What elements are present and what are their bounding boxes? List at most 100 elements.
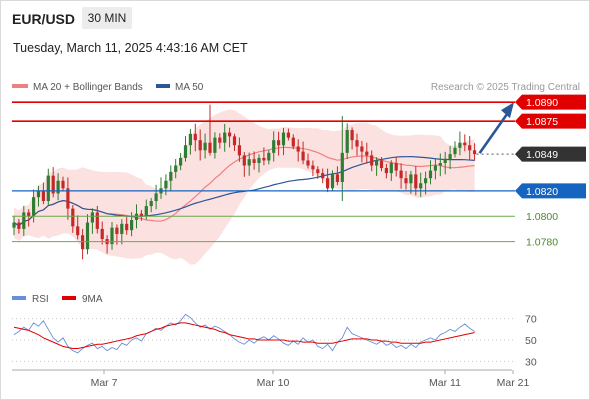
candle: [232, 133, 237, 151]
candle-body: [404, 178, 408, 184]
rsi-line: [13, 313, 475, 354]
resistance-level-label: 1.0890: [526, 97, 558, 109]
candle: [316, 166, 320, 179]
rsi-legend-label: RSI: [32, 294, 49, 305]
candle: [203, 133, 207, 159]
rsi-ma-line: [13, 322, 475, 350]
candle: [379, 157, 384, 172]
candle: [257, 154, 261, 173]
ma20-legend-label: MA 20 + Bollinger Bands: [33, 82, 143, 93]
support-level-label: 1.0780: [526, 237, 558, 249]
candle: [198, 129, 202, 161]
candle: [12, 215, 16, 236]
candle: [296, 139, 300, 162]
rsi-ma-legend-swatch: [62, 296, 76, 300]
pivot-level-label: 1.0820: [526, 186, 558, 198]
candle-body: [409, 174, 413, 184]
candle-body: [468, 145, 472, 151]
candle-body: [296, 146, 300, 152]
candle-body: [139, 213, 143, 217]
candle: [17, 219, 21, 234]
candle: [340, 116, 344, 202]
candle: [384, 163, 388, 179]
resistance-level-tag: [515, 113, 586, 129]
candle-body: [433, 165, 437, 171]
candle: [252, 151, 256, 170]
candle-body: [134, 213, 139, 221]
candle: [321, 168, 325, 184]
candle: [335, 166, 339, 186]
candle-body: [463, 142, 467, 146]
candle-body: [76, 226, 80, 236]
candle: [41, 182, 45, 205]
candle-body: [414, 174, 418, 189]
candle: [438, 153, 442, 177]
candle: [404, 170, 408, 190]
candle: [154, 184, 158, 210]
x-axis-label: Mar 21: [497, 377, 530, 389]
candle-body: [453, 147, 457, 155]
rsi-legend-swatch: [12, 296, 26, 300]
candle: [188, 128, 192, 155]
candle: [419, 172, 423, 197]
timeframe-button[interactable]: 30 MIN: [82, 7, 132, 29]
candle-body: [56, 180, 60, 194]
candle: [443, 151, 447, 175]
candle-body: [66, 188, 70, 209]
candle: [389, 160, 393, 181]
candle: [428, 160, 433, 185]
candle: [76, 215, 80, 240]
candle: [448, 145, 452, 170]
candle-body: [120, 223, 124, 234]
candle: [286, 128, 290, 141]
candle-body: [330, 174, 335, 189]
candle-body: [326, 178, 330, 189]
candle: [360, 140, 364, 163]
candle-body: [71, 208, 75, 227]
candle-body: [291, 137, 295, 147]
candle-body: [154, 193, 158, 202]
candle-body: [203, 142, 207, 151]
candle-body: [193, 133, 197, 141]
candle-body: [22, 212, 26, 229]
candle-body: [32, 197, 36, 217]
candle: [71, 205, 75, 233]
candle-body: [149, 201, 153, 207]
candle: [66, 177, 70, 220]
candle: [330, 170, 335, 191]
candle-body: [17, 222, 21, 229]
support-level-label: 1.0800: [526, 211, 558, 223]
candle-body: [242, 155, 246, 166]
candle: [183, 136, 188, 162]
candle-body: [213, 137, 217, 153]
candle-body: [144, 206, 148, 217]
candle-body: [360, 146, 364, 152]
timestamp: Tuesday, March 11, 2025 4:43:16 AM CET: [13, 41, 248, 55]
candle: [453, 141, 457, 158]
candle-body: [311, 165, 315, 170]
candle-body: [375, 160, 379, 166]
candle-body: [41, 190, 45, 202]
candle-body: [370, 155, 374, 166]
candle: [120, 219, 124, 245]
candle-body: [110, 227, 114, 245]
candle: [27, 209, 31, 227]
candle: [100, 221, 104, 245]
candle-body: [223, 132, 227, 143]
candle-body: [36, 190, 41, 198]
candle: [51, 167, 55, 198]
candle-body: [458, 142, 462, 148]
candle-body: [306, 160, 310, 166]
candle: [61, 176, 65, 192]
rsi-ma-legend-label: 9MA: [82, 294, 103, 305]
candle: [473, 143, 477, 161]
candle: [32, 189, 36, 223]
rsi-axis-label: 50: [525, 335, 537, 347]
candle-body: [473, 150, 477, 155]
candle: [110, 221, 114, 250]
candle: [350, 127, 354, 150]
candle-body: [208, 142, 212, 153]
candle: [468, 136, 472, 160]
candle: [95, 205, 99, 234]
